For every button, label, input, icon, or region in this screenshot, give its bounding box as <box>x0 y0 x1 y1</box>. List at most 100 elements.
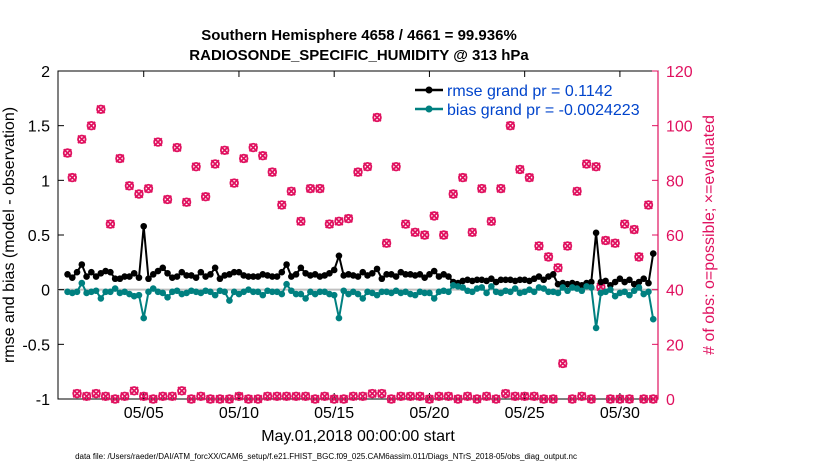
obs-possible-point <box>548 394 558 404</box>
rmse-point <box>326 269 333 277</box>
rmse-point <box>421 274 428 281</box>
bias-point <box>635 284 643 291</box>
rmse-point <box>268 273 276 280</box>
bias-point <box>511 285 519 292</box>
obs-possible-point <box>486 216 497 227</box>
rmse-point <box>383 271 390 278</box>
obs-possible-point <box>262 391 273 401</box>
bias-point <box>330 291 338 299</box>
obs-evaluated-point <box>548 394 558 404</box>
rmse-point <box>111 275 119 283</box>
bias-point <box>335 314 343 322</box>
obs-evaluated-point <box>315 184 325 193</box>
obs-possible-point <box>124 181 135 191</box>
obs-evaluated-point <box>648 394 658 404</box>
rmse-point <box>430 267 438 275</box>
rmse-point <box>178 268 186 276</box>
plot-area <box>57 70 659 400</box>
obs-possible-point <box>229 178 239 188</box>
obs-evaluated-point <box>63 148 72 158</box>
obs-evaluated-point <box>244 394 253 404</box>
obs-evaluated-point <box>591 162 601 172</box>
bias-point <box>592 324 600 332</box>
obs-evaluated-point <box>182 197 192 207</box>
obs-evaluated-point <box>96 104 106 114</box>
obs-possible-point <box>462 391 473 401</box>
obs-evaluated-point <box>463 391 472 401</box>
bias-point <box>468 288 476 296</box>
bias-point <box>97 295 105 302</box>
rmse-series <box>64 222 657 289</box>
y-tick-label: 0.5 <box>28 228 50 245</box>
obs-evaluated-point <box>205 394 215 404</box>
obs-evaluated-point <box>391 162 401 172</box>
rmse-point <box>473 276 481 284</box>
obs-possible-point <box>296 216 306 227</box>
obs-evaluated-point <box>572 186 582 196</box>
obs-possible-point <box>386 394 397 404</box>
bias-point <box>588 284 595 291</box>
y-axis-label-left: rmse and bias (model - observation) <box>1 107 18 363</box>
bias-point <box>111 285 119 292</box>
obs-evaluated-point <box>144 184 153 193</box>
rmse-point <box>488 275 495 283</box>
obs-evaluated-point <box>601 236 611 245</box>
obs-evaluated-point <box>334 216 344 226</box>
obs-evaluated-point <box>363 162 372 172</box>
rmse-point <box>121 273 128 280</box>
obs-possible-point <box>134 189 144 199</box>
rmse-point <box>230 268 238 276</box>
obs-possible-point <box>515 164 525 175</box>
obs-possible-point <box>200 192 211 202</box>
obs-evaluated-point <box>524 173 534 183</box>
obs-possible-point <box>67 172 77 183</box>
rmse-point <box>640 275 648 283</box>
obs-evaluated-point <box>453 394 463 404</box>
bias-point <box>302 295 309 302</box>
obs-possible-point <box>329 394 339 404</box>
obs-evaluated-point <box>129 386 139 396</box>
obs-evaluated-point <box>539 394 549 404</box>
bias-point <box>107 288 114 296</box>
obs-possible-point <box>191 161 201 172</box>
obs-evaluated-point <box>201 192 211 202</box>
obs-possible-point <box>610 238 620 248</box>
obs-possible-point <box>500 388 511 399</box>
obs-possible-point <box>396 391 406 401</box>
obs-possible-point <box>458 172 468 183</box>
obs-evaluated-point <box>248 143 258 152</box>
rmse-point <box>540 276 548 284</box>
obs-evaluated-point <box>115 154 125 163</box>
obs-possible-point <box>615 394 625 404</box>
rmse-point <box>392 273 400 280</box>
obs-evaluated-point <box>491 394 501 404</box>
obs-possible-point <box>348 391 358 401</box>
obs-possible-point <box>258 151 268 161</box>
obs-evaluated-point <box>615 394 625 404</box>
obs-evaluated-point <box>420 230 430 240</box>
obs-possible-point <box>496 183 506 194</box>
rmse-point <box>616 275 624 283</box>
obs-possible-point <box>143 183 154 194</box>
obs-evaluated-point <box>444 391 453 401</box>
rmse-point <box>645 279 652 287</box>
obs-evaluated-point <box>586 394 596 404</box>
obs-possible-point <box>77 134 87 145</box>
rmse-point <box>73 268 81 276</box>
obs-possible-point <box>539 394 549 404</box>
obs-possible-point <box>358 391 368 401</box>
rmse-point <box>107 268 114 276</box>
obs-evaluated-point <box>510 391 520 401</box>
obs-evaluated-point <box>110 394 120 404</box>
obs-possible-point <box>419 230 430 240</box>
obs-evaluated-point <box>324 219 334 229</box>
rmse-point <box>159 264 167 272</box>
bias-point <box>221 288 228 296</box>
obs-evaluated-point <box>229 178 239 188</box>
y-tick-label: -1 <box>36 392 50 409</box>
bias-point <box>354 290 362 298</box>
obs-possible-point <box>467 227 477 237</box>
obs-evaluated-point <box>577 391 587 401</box>
obs-possible-point <box>343 213 354 224</box>
obs-possible-point <box>434 391 444 401</box>
